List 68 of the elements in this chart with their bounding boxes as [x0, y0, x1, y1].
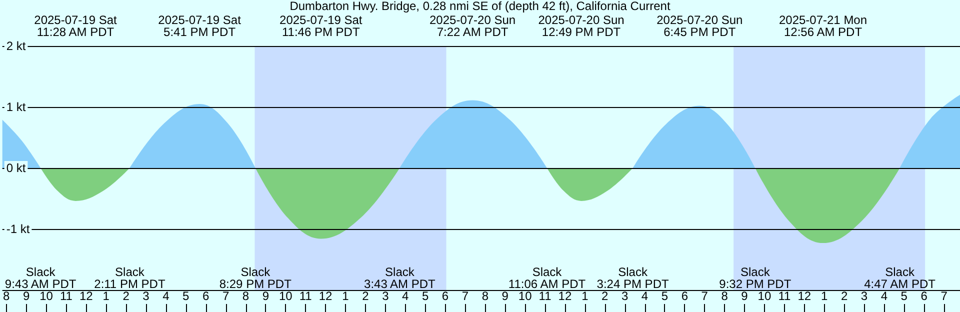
x-tick-label: 6	[920, 289, 928, 303]
x-tick-label: 5	[661, 289, 668, 303]
y-tick-label: 0 kt	[6, 161, 26, 175]
x-tick-label: 5	[900, 289, 908, 303]
x-tick-label: 9	[502, 289, 509, 303]
x-tick-label: 6	[202, 289, 210, 303]
x-tick-label: 5	[182, 289, 190, 303]
x-tick-label: 3	[621, 289, 628, 303]
x-tick-label: 1	[342, 289, 350, 303]
annotation: Slack 3:24 PM PDT	[596, 265, 670, 291]
x-tick-label: 6	[681, 289, 688, 303]
x-tick-label: 4	[402, 289, 410, 303]
y-tick-label: -1 kt	[6, 222, 30, 236]
x-tick-label: 7	[462, 289, 469, 303]
y-tick-label: 1 kt	[6, 100, 26, 114]
x-tick-label: 12	[318, 289, 333, 303]
x-tick-label: 7	[222, 289, 230, 303]
x-tick-label: 4	[880, 289, 888, 303]
annotation: Slack 2:11 PM PDT	[94, 265, 166, 291]
x-tick-label: 10	[278, 289, 293, 303]
x-tick-label: 10	[40, 289, 54, 303]
x-tick-label: 2	[602, 289, 609, 303]
x-tick-label: 9	[262, 289, 270, 303]
text: 2025-07-20 Sun 6:45 PM PDT	[656, 13, 743, 39]
x-tick-label: 5	[422, 289, 429, 303]
x-tick-label: 7	[701, 289, 708, 303]
x-tick-label: 12	[79, 289, 94, 303]
x-tick-label: 1	[582, 289, 589, 303]
x-tick-label: 2	[840, 289, 848, 303]
x-tick-label: 7	[940, 289, 948, 303]
text: 2025-07-20 Sun 12:49 PM PDT	[538, 13, 624, 39]
x-tick-label: 12	[798, 289, 812, 303]
x-tick-label: 3	[860, 289, 868, 303]
text: 2025-07-21 Mon 12:56 AM PDT	[778, 13, 868, 39]
y-tick-label: 2 kt	[6, 39, 26, 53]
x-tick-label: 6	[442, 289, 449, 303]
text: 2025-07-19 Sat 5:41 PM PDT	[158, 13, 242, 39]
chart-title: Dumbarton Hwy. Bridge, 0.28 nmi SE of (depth 42 ft), California Current	[290, 0, 671, 13]
text: 2025-07-19 Sat 11:46 PM PDT	[280, 13, 363, 39]
annotation: Slack 9:43 AM PDT	[4, 265, 77, 291]
x-tick-label: 10	[518, 289, 532, 303]
x-tick-label: 3	[382, 289, 390, 303]
x-tick-label: 4	[162, 289, 170, 303]
x-tick-label: 11	[299, 289, 312, 303]
x-tick-label: 11	[778, 289, 791, 303]
x-tick-label: 3	[142, 289, 150, 303]
text: 2025-07-19 Sat 11:28 AM PDT	[34, 13, 118, 39]
x-tick-label: 1	[820, 289, 828, 303]
annotation: Slack 3:43 AM PDT	[364, 265, 436, 291]
x-tick-label: 9	[22, 289, 30, 303]
x-tick-label: 8	[242, 289, 250, 303]
x-tick-label: 2	[122, 289, 130, 303]
x-tick-label: 4	[641, 289, 648, 303]
text: 2025-07-20 Sun 7:22 AM PDT	[429, 13, 516, 39]
x-tick-label: 12	[558, 289, 572, 303]
x-tick-label: 8	[2, 289, 10, 303]
x-tick-label: 9	[741, 289, 748, 303]
x-tick-label: 10	[758, 289, 772, 303]
x-tick-label: 11	[60, 289, 73, 303]
x-tick-label: 8	[721, 289, 728, 303]
annotation: Slack 4:47 AM PDT	[864, 265, 936, 291]
annotation: Slack 11:06 AM PDT	[508, 265, 586, 291]
x-tick-label: 8	[482, 289, 489, 303]
annotation: Slack 8:29 PM PDT	[219, 265, 292, 291]
annotation: Slack 9:32 PM PDT	[719, 265, 792, 291]
x-tick-label: 1	[102, 289, 110, 303]
x-tick-label: 11	[538, 289, 552, 303]
x-tick-label: 2	[362, 289, 370, 303]
